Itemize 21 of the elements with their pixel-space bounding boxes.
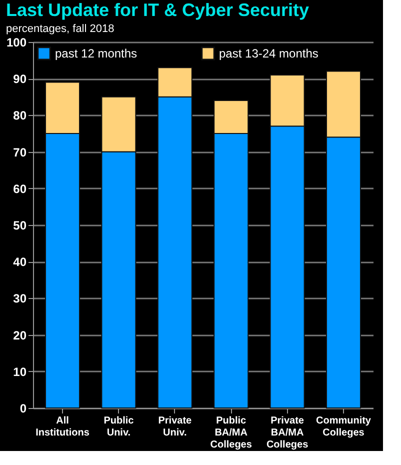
y-tick-label: 0	[20, 402, 27, 416]
legend-label: past 13-24 months	[219, 46, 318, 60]
y-tick-label: 80	[13, 108, 27, 123]
y-tick-label: 70	[13, 145, 27, 160]
x-tick-label: Public Univ.	[104, 416, 134, 438]
x-tick-label: Private Univ.	[158, 416, 192, 438]
y-tick-label: 90	[13, 72, 27, 86]
chart-title: Last Update for IT & Cyber Security	[6, 0, 310, 20]
x-tick-label: All Institutions	[36, 416, 90, 438]
y-tick-label: 40	[13, 255, 27, 270]
y-tick-label: 10	[13, 364, 27, 379]
x-tick-label: Public BA/MA Colleges	[210, 416, 252, 450]
chart-subtitle: percentages, fall 2018	[6, 23, 114, 35]
y-tick-label: 50	[13, 218, 27, 232]
y-tick-label: 30	[13, 292, 27, 306]
y-tick-label: 100	[6, 36, 27, 50]
legend-label: past 12 months	[55, 46, 138, 60]
x-tick-label: Community Colleges	[316, 416, 372, 438]
x-tick-label: Private BA/MA Colleges	[266, 416, 309, 450]
y-tick-label: 20	[13, 328, 27, 342]
y-tick-label: 60	[13, 182, 27, 196]
